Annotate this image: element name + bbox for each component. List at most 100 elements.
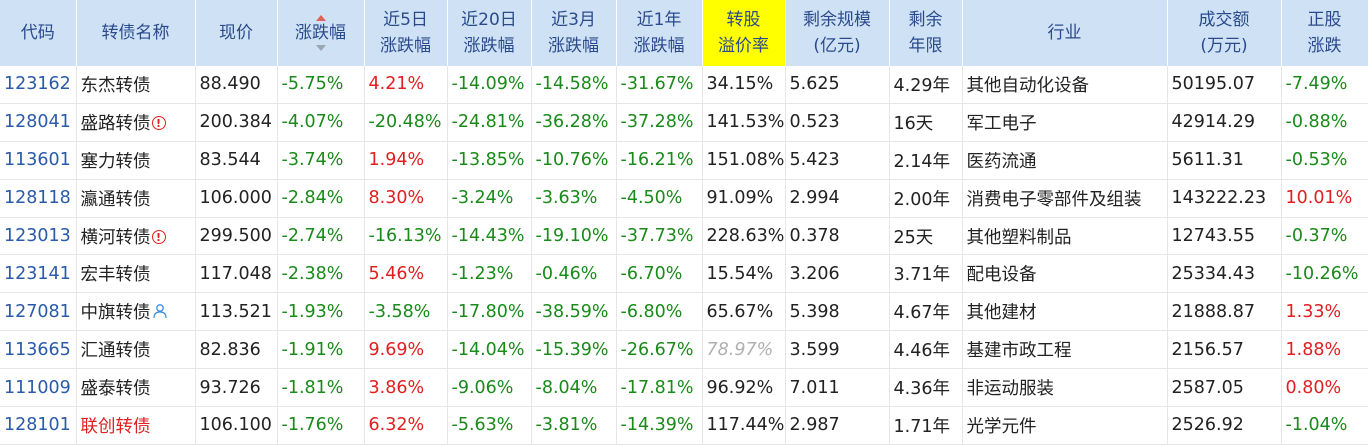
- header-volume[interactable]: 成交额 (万元): [1167, 0, 1282, 66]
- cell-remain-scale: 5.625: [785, 66, 890, 104]
- cell-remain-scale: 3.206: [785, 254, 890, 294]
- cell-name[interactable]: 汇通转债: [76, 330, 196, 370]
- cell-price: 106.100: [195, 406, 278, 445]
- cell-price: 117.048: [195, 254, 278, 294]
- cell-chg5: -20.48%: [364, 103, 448, 142]
- cell-code[interactable]: 123013: [0, 217, 77, 256]
- table-row[interactable]: 123013 横河转债! 299.500 -2.74% -16.13% -14.43% -1…: [0, 217, 1368, 256]
- header-name[interactable]: 转债名称: [76, 0, 196, 66]
- cell-name[interactable]: 盛路转债!: [76, 103, 196, 142]
- cell-industry: 医药流通: [962, 141, 1168, 180]
- cell-price: 88.490: [195, 66, 278, 104]
- cell-remain-scale: 0.378: [785, 217, 890, 256]
- table-row[interactable]: 128118 瀛通转债 106.000 -2.84% 8.30% -3.24% -3.63%…: [0, 179, 1368, 218]
- header-stock-change[interactable]: 正股 涨跌: [1281, 0, 1368, 66]
- bond-name[interactable]: 瀛通转债: [80, 189, 151, 210]
- cell-code[interactable]: 128041: [0, 103, 77, 142]
- header-change-5d[interactable]: 近5日 涨跌幅: [364, 0, 448, 66]
- cell-chg5: -3.58%: [364, 292, 448, 332]
- header-industry[interactable]: 行业: [962, 0, 1168, 66]
- table-row[interactable]: 127081 中旗转债 113.521 -1.93% -3.58% -17.80% -38.…: [0, 292, 1368, 332]
- cell-price: 83.544: [195, 141, 278, 180]
- cell-chg: -1.93%: [277, 292, 365, 332]
- cell-chg1y: -6.70%: [616, 254, 703, 294]
- cell-price: 93.726: [195, 368, 278, 408]
- cell-industry: 军工电子: [962, 103, 1168, 142]
- cell-chg1y: -31.67%: [616, 66, 703, 104]
- cell-code[interactable]: 128118: [0, 179, 77, 218]
- bond-name[interactable]: 盛泰转债: [80, 379, 151, 400]
- cell-premium: 141.53%: [702, 103, 786, 142]
- cell-chg3m: -10.76%: [531, 141, 617, 180]
- cell-industry: 其他自动化设备: [962, 66, 1168, 104]
- cell-name[interactable]: 横河转债!: [76, 217, 196, 256]
- header-remain-scale[interactable]: 剩余规模 (亿元): [785, 0, 890, 66]
- cell-chg: -1.81%: [277, 368, 365, 408]
- cell-remain-scale: 3.599: [785, 330, 890, 370]
- cell-stock-chg: -1.04%: [1281, 406, 1368, 445]
- header-premium[interactable]: 转股 溢价率: [702, 0, 786, 66]
- cell-premium: 228.63%: [702, 217, 786, 256]
- cell-code[interactable]: 123141: [0, 254, 77, 294]
- warning-icon[interactable]: !: [151, 115, 166, 130]
- table-row[interactable]: 113601 塞力转债 83.544 -3.74% 1.94% -13.85% -10.76…: [0, 141, 1368, 180]
- cell-stock-chg: 1.33%: [1281, 292, 1368, 332]
- cell-industry: 配电设备: [962, 254, 1168, 294]
- cell-stock-chg: -7.49%: [1281, 66, 1368, 104]
- table-row[interactable]: 128101 联创转债 106.100 -1.76% 6.32% -5.63% -3.81%…: [0, 406, 1368, 445]
- bond-name[interactable]: 汇通转债: [80, 341, 151, 362]
- cell-chg3m: -36.28%: [531, 103, 617, 142]
- cell-chg: -4.07%: [277, 103, 365, 142]
- bond-name[interactable]: 塞力转债: [80, 151, 151, 172]
- cell-code[interactable]: 113601: [0, 141, 77, 180]
- header-change-1y[interactable]: 近1年 涨跌幅: [616, 0, 703, 66]
- cell-name[interactable]: 东杰转债: [76, 66, 196, 104]
- bond-name[interactable]: 盛路转债: [80, 113, 151, 134]
- sort-up-icon: [315, 15, 326, 21]
- cell-code[interactable]: 111009: [0, 368, 77, 408]
- bond-name[interactable]: 宏丰转债: [80, 265, 151, 286]
- table-row[interactable]: 128041 盛路转债! 200.384 -4.07% -20.48% -24.81% -3…: [0, 103, 1368, 142]
- cell-name[interactable]: 中旗转债: [76, 292, 196, 332]
- table-row[interactable]: 113665 汇通转债 82.836 -1.91% 9.69% -14.04% -15.39…: [0, 330, 1368, 370]
- header-change-20d[interactable]: 近20日 涨跌幅: [447, 0, 532, 66]
- cell-volume: 2526.92: [1167, 406, 1282, 445]
- table-row[interactable]: 123162 东杰转债 88.490 -5.75% 4.21% -14.09% -14.58…: [0, 66, 1368, 104]
- cell-name[interactable]: 塞力转债: [76, 141, 196, 180]
- table-row[interactable]: 111009 盛泰转债 93.726 -1.81% 3.86% -9.06% -8.04% -…: [0, 368, 1368, 408]
- cell-volume: 2156.57: [1167, 330, 1282, 370]
- bond-name[interactable]: 横河转债: [80, 227, 151, 248]
- cell-code[interactable]: 123162: [0, 66, 77, 104]
- cell-name[interactable]: 盛泰转债: [76, 368, 196, 408]
- cell-chg1y: -37.28%: [616, 103, 703, 142]
- header-price[interactable]: 现价: [195, 0, 278, 66]
- header-code[interactable]: 代码: [0, 0, 77, 66]
- bond-name[interactable]: 东杰转债: [80, 75, 151, 96]
- bond-name[interactable]: 联创转债: [80, 416, 151, 437]
- cell-name[interactable]: 瀛通转债: [76, 179, 196, 218]
- user-icon[interactable]: [152, 303, 168, 319]
- cell-name[interactable]: 宏丰转债: [76, 254, 196, 294]
- cell-remain-scale: 5.398: [785, 292, 890, 332]
- cell-remain-years: 4.46年: [889, 330, 963, 370]
- cell-code[interactable]: 113665: [0, 330, 77, 370]
- cell-chg20: -14.04%: [447, 330, 532, 370]
- header-remain-years[interactable]: 剩余 年限: [889, 0, 963, 66]
- header-change-3m[interactable]: 近3月 涨跌幅: [531, 0, 617, 66]
- warning-icon[interactable]: !: [151, 229, 166, 244]
- cell-name[interactable]: 联创转债: [76, 406, 196, 445]
- cell-code[interactable]: 128101: [0, 406, 77, 445]
- cell-remain-years: 25天: [889, 217, 963, 256]
- cell-chg1y: -6.80%: [616, 292, 703, 332]
- cell-chg5: 8.30%: [364, 179, 448, 218]
- cell-chg: -2.84%: [277, 179, 365, 218]
- cell-chg20: -3.24%: [447, 179, 532, 218]
- cell-chg5: 6.32%: [364, 406, 448, 445]
- cell-code[interactable]: 127081: [0, 292, 77, 332]
- bond-name[interactable]: 中旗转债: [80, 303, 151, 324]
- cell-premium: 15.54%: [702, 254, 786, 294]
- table-row[interactable]: 123141 宏丰转债 117.048 -2.38% 5.46% -1.23% -0.46%…: [0, 254, 1368, 294]
- header-change-sorted[interactable]: 涨跌幅: [277, 0, 365, 66]
- cell-stock-chg: 10.01%: [1281, 179, 1368, 218]
